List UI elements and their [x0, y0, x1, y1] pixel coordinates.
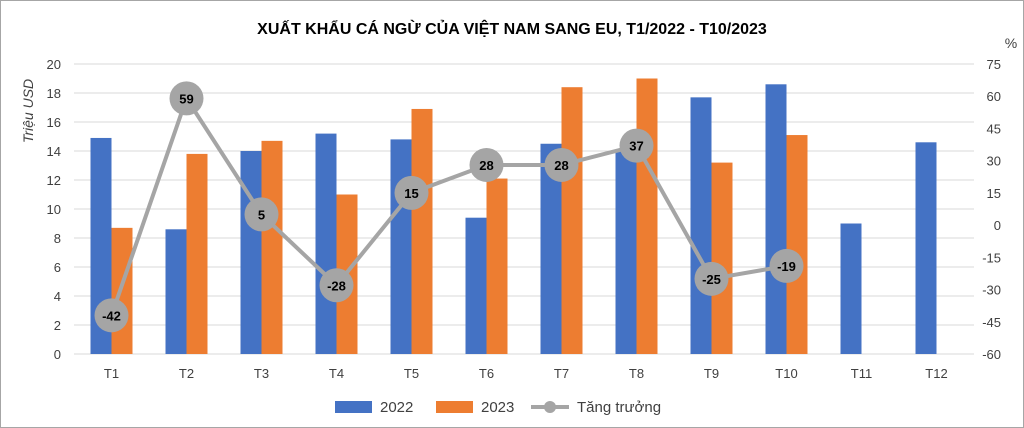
- growth-point: [544, 147, 579, 182]
- bar-2022: [540, 143, 562, 354]
- growth-data-label: -19: [777, 259, 796, 274]
- left-tick-label: 20: [47, 57, 61, 72]
- right-tick-label: 45: [987, 121, 1001, 136]
- growth-point: [769, 248, 804, 283]
- bar-2022: [765, 84, 787, 355]
- bar-2022: [690, 97, 712, 354]
- bar-2022: [915, 142, 937, 354]
- bar-2023: [186, 153, 208, 354]
- growth-line: [109, 96, 787, 316]
- x-tick-label: T5: [404, 366, 419, 381]
- bar-2023: [486, 178, 508, 354]
- legend-swatch-2022: [335, 401, 372, 413]
- gridlines: [74, 63, 974, 355]
- growth-data-label: -28: [327, 278, 346, 293]
- x-tick-label: T2: [179, 366, 194, 381]
- bar-2022: [315, 133, 337, 354]
- left-tick-label: 4: [54, 289, 61, 304]
- right-tick-label: 0: [994, 218, 1001, 233]
- legend-label-2022: 2022: [380, 399, 413, 416]
- right-tick-label: 60: [987, 89, 1001, 104]
- bar-2022: [615, 149, 637, 354]
- left-axis-label: Triệu USD: [20, 79, 36, 143]
- x-tick-label: T11: [851, 366, 872, 381]
- growth-point: [694, 261, 729, 296]
- bar-2023: [261, 140, 283, 354]
- growth-point: [619, 128, 654, 163]
- x-tick-label: T3: [254, 366, 269, 381]
- axis-ticks: 0 2 4 6 8 10 12 14 16 18 20 -60 -45 -30 -15 0 15 30 45 60 75…: [47, 57, 1001, 381]
- bar-2022: [840, 223, 862, 354]
- growth-point: [319, 268, 354, 303]
- x-tick-label: T6: [479, 366, 494, 381]
- growth-data-label: 28: [554, 158, 568, 173]
- left-tick-label: 2: [54, 318, 61, 333]
- left-tick-label: 0: [54, 347, 61, 362]
- left-tick-label: 12: [47, 173, 61, 188]
- bar-2022: [165, 229, 187, 354]
- left-tick-label: 8: [54, 231, 61, 246]
- growth-data-label: -42: [102, 308, 121, 323]
- growth-point: [94, 298, 129, 333]
- right-tick-label: 75: [987, 57, 1001, 72]
- x-tick-label: T12: [925, 366, 947, 381]
- growth-data-label: -25: [702, 272, 721, 287]
- x-tick-label: T7: [554, 366, 569, 381]
- right-tick-label: 15: [987, 186, 1001, 201]
- bar-2023: [561, 87, 583, 354]
- bar-2022: [390, 139, 412, 354]
- growth-data-label: 15: [404, 186, 418, 201]
- bar-2023: [411, 108, 433, 354]
- growth-point: [394, 175, 429, 210]
- bar-2023: [636, 78, 658, 354]
- right-tick-label: 30: [987, 154, 1001, 169]
- growth-point: [469, 147, 504, 182]
- bar-2022: [465, 217, 487, 354]
- right-tick-label: -15: [982, 250, 1001, 265]
- bar-2023: [786, 135, 808, 354]
- legend-swatch-2023: [436, 401, 473, 413]
- x-tick-label: T8: [629, 366, 644, 381]
- left-tick-label: 16: [47, 115, 61, 130]
- right-tick-label: -60: [982, 347, 1001, 362]
- legend: 2022 2023 Tăng trưởng: [335, 399, 661, 416]
- bar-series: [90, 78, 937, 355]
- growth-data-label: 59: [179, 91, 193, 106]
- growth-data-label: 37: [629, 139, 643, 154]
- left-tick-label: 18: [47, 86, 61, 101]
- growth-data-label: 5: [258, 207, 265, 222]
- right-tick-label: -30: [982, 283, 1001, 298]
- x-tick-label: T4: [329, 366, 344, 381]
- left-tick-label: 14: [47, 144, 61, 159]
- chart-title: XUẤT KHẨU CÁ NGỪ CỦA VIỆT NAM SANG EU, T…: [257, 19, 767, 38]
- left-tick-label: 6: [54, 260, 61, 275]
- growth-line-series: -42 59 5 -28 15 28 28 37 -25 -19: [94, 81, 804, 333]
- x-tick-label: T10: [775, 366, 797, 381]
- bar-2023: [711, 162, 733, 354]
- bar-2022: [240, 151, 262, 354]
- right-axis-unit: %: [1005, 35, 1017, 51]
- growth-point: [169, 81, 204, 116]
- legend-label-2023: 2023: [481, 399, 514, 416]
- right-tick-label: -45: [982, 315, 1001, 330]
- legend-label-growth: Tăng trưởng: [577, 399, 661, 416]
- x-tick-label: T9: [704, 366, 719, 381]
- legend-marker-growth: [544, 401, 556, 413]
- growth-data-label: 28: [479, 158, 493, 173]
- growth-point: [244, 197, 279, 232]
- left-tick-label: 10: [47, 202, 61, 217]
- x-tick-label: T1: [104, 366, 119, 381]
